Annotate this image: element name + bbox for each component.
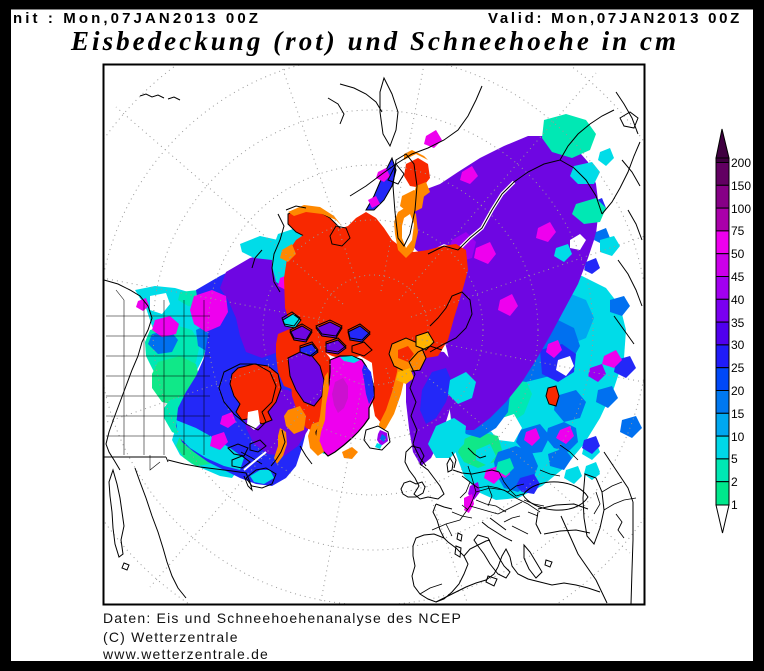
svg-text:5: 5 bbox=[731, 452, 738, 466]
svg-text:100: 100 bbox=[731, 202, 751, 216]
svg-text:1: 1 bbox=[731, 498, 738, 512]
svg-text:45: 45 bbox=[731, 270, 745, 284]
svg-text:Daten: Eis und Schneehoehenana: Daten: Eis und Schneehoehenanalyse des N… bbox=[103, 610, 462, 626]
svg-text:nit : Mon,07JAN2013 00Z: nit : Mon,07JAN2013 00Z bbox=[13, 10, 261, 27]
svg-text:Valid: Mon,07JAN2013 00Z: Valid: Mon,07JAN2013 00Z bbox=[488, 10, 742, 27]
svg-text:150: 150 bbox=[731, 179, 751, 193]
svg-text:30: 30 bbox=[731, 338, 745, 352]
svg-text:35: 35 bbox=[731, 316, 745, 330]
svg-text:www.wetterzentrale.de: www.wetterzentrale.de bbox=[102, 646, 269, 662]
svg-text:75: 75 bbox=[731, 224, 745, 238]
svg-text:Eisbedeckung (rot) und Schneeh: Eisbedeckung (rot) und Schneehoehe in cm bbox=[70, 26, 676, 56]
svg-text:10: 10 bbox=[731, 430, 745, 444]
svg-text:200: 200 bbox=[731, 156, 751, 170]
svg-text:15: 15 bbox=[731, 407, 745, 421]
svg-text:40: 40 bbox=[731, 293, 745, 307]
svg-text:50: 50 bbox=[731, 247, 745, 261]
svg-text:25: 25 bbox=[731, 361, 745, 375]
svg-text:2: 2 bbox=[731, 475, 738, 489]
svg-text:(C) Wetterzentrale: (C) Wetterzentrale bbox=[103, 629, 239, 645]
svg-text:20: 20 bbox=[731, 384, 745, 398]
